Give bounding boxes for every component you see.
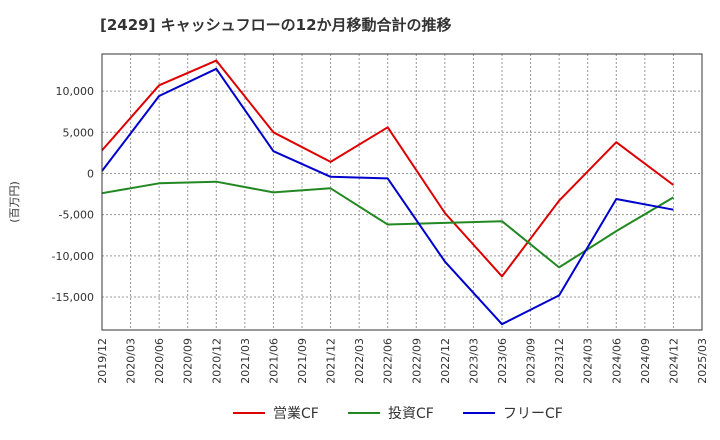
x-tick-label: 2023/09 [525, 338, 538, 384]
y-tick-label: 10,000 [56, 85, 95, 98]
x-tick-label: 2022/12 [439, 338, 452, 384]
x-tick-label: 2021/09 [296, 338, 309, 384]
legend-swatch [233, 412, 265, 414]
x-tick-label: 2024/12 [667, 338, 680, 384]
x-tick-label: 2023/12 [553, 338, 566, 384]
series-line-営業CF [101, 59, 674, 278]
y-tick-label: -15,000 [52, 291, 94, 304]
grid [101, 54, 703, 330]
x-tick-label: 2020/09 [182, 338, 195, 384]
legend-item: 投資CF [348, 403, 434, 423]
chart-title: [2429] キャッシュフローの12か月移動合計の推移 [100, 16, 452, 34]
legend-item: 営業CF [233, 403, 319, 423]
x-tick-label: 2022/03 [353, 338, 366, 384]
legend: 営業CF 投資CF フリーCF [0, 403, 720, 423]
plot-frame [101, 53, 703, 331]
x-tick-label: 2024/03 [582, 338, 595, 384]
legend-label: 営業CF [273, 406, 319, 422]
x-tick-label: 2023/06 [496, 338, 509, 384]
x-tick-label: 2021/06 [267, 338, 280, 384]
legend-item: フリーCF [463, 403, 563, 423]
x-tick-label: 2023/03 [467, 338, 480, 384]
x-tick-label: 2020/03 [125, 338, 138, 384]
series-lines [101, 59, 674, 326]
y-tick-label: -10,000 [52, 250, 94, 263]
x-tick-label: 2019/12 [96, 338, 109, 384]
y-tick-label: -5,000 [59, 209, 94, 222]
x-tick-label: 2020/06 [153, 338, 166, 384]
x-tick-label: 2020/12 [210, 338, 223, 384]
legend-swatch [348, 412, 380, 414]
series-line-投資CF [101, 180, 674, 269]
x-tick-label: 2024/06 [610, 338, 623, 384]
x-tick-label: 2022/06 [382, 338, 395, 384]
y-axis-label: (百万円) [8, 181, 21, 223]
x-tick-label: 2021/12 [325, 338, 338, 384]
axes: 2019/12 2020/03 2020/06 2020/09 2020/12 2021/… [52, 85, 709, 384]
x-tick-label: 2024/09 [639, 338, 652, 384]
y-tick-label: 0 [87, 167, 94, 180]
x-tick-label: 2025/03 [696, 338, 709, 384]
series-line-フリーCF [101, 67, 674, 326]
x-tick-label: 2022/09 [410, 338, 423, 384]
y-tick-label: 5,000 [63, 126, 95, 139]
legend-swatch [463, 412, 495, 414]
legend-label: フリーCF [503, 406, 563, 422]
legend-label: 投資CF [388, 406, 434, 422]
x-tick-label: 2021/03 [239, 338, 252, 384]
